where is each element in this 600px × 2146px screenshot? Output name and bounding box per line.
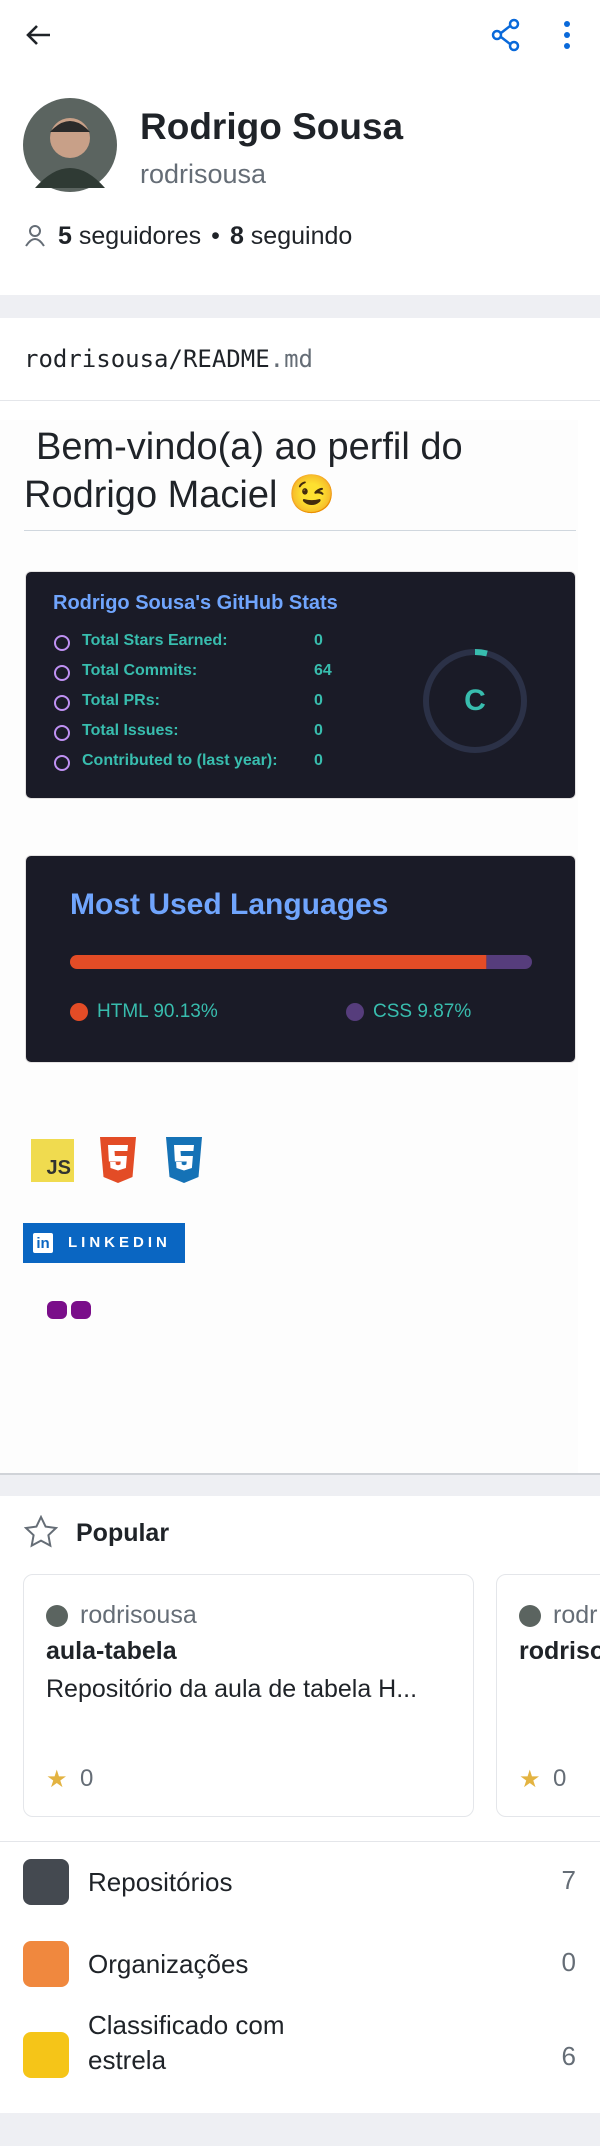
menu-label: Repositórios [88, 1867, 233, 1897]
star-icon [24, 1515, 58, 1548]
stat-value: 0 [314, 632, 323, 649]
grade: C [464, 684, 486, 717]
stat-label: Total Issues: [82, 722, 179, 739]
stat-label: Total Stars Earned: [82, 632, 228, 649]
star: ★ [519, 1766, 541, 1793]
stat-icon [54, 635, 70, 651]
menu-icon [23, 1941, 69, 1987]
readme-heading: Bem-vindo(a) ao perfil do Rodrigo Maciel… [24, 426, 463, 516]
linkedin-badge[interactable]: in LINKEDIN [23, 1223, 185, 1263]
following-label: seguindo [250, 222, 353, 250]
language-name: CSS [373, 1001, 413, 1022]
heading-rule [24, 530, 576, 531]
star: ★ [46, 1766, 68, 1793]
js-text: JS [46, 1157, 71, 1179]
icon-shape [54, 665, 70, 681]
owner-avatar [46, 1605, 68, 1627]
repo-name: aula-tabela [46, 1637, 177, 1665]
stat-label: Total Commits: [82, 662, 198, 679]
readme-path: rodrisousa/README.md [24, 345, 313, 373]
legend-dot [70, 1003, 88, 1021]
stat-icon [54, 755, 70, 771]
grade-ring [423, 649, 527, 753]
stat-value: 0 [314, 752, 323, 769]
separator [0, 295, 600, 318]
language-segment [486, 955, 532, 969]
repo-card[interactable]: rodrisousa aula-tabela Repositório da aula… [23, 1574, 474, 1817]
language-percent: 9.87% [417, 1001, 472, 1022]
legend-text: CSS 9.87% [373, 1001, 471, 1023]
icon-shape [54, 725, 70, 741]
menu-label: Classificado com estrela [88, 2010, 285, 2075]
menu-row[interactable]: Organizações 0 [0, 1923, 600, 2005]
owner-avatar [519, 1605, 541, 1627]
flickr-badge[interactable] [47, 1299, 93, 1321]
stat-label: Total PRs: [82, 692, 160, 709]
menu-count: 6 [561, 2041, 576, 2071]
stat-label: Contributed to (last year): [82, 752, 278, 769]
legend-dot [346, 1003, 364, 1021]
menu-count: 0 [561, 1947, 576, 1977]
stat-value: 0 [314, 722, 323, 739]
repo-card[interactable]: rodr rodriso ★ 0 [496, 1574, 600, 1817]
languages-title: Most Used Languages [70, 888, 389, 921]
stat-icon [54, 695, 70, 711]
linkedin-text: LINKEDIN [68, 1234, 171, 1251]
person-icon [25, 225, 45, 247]
profile-name: Rodrigo Sousa [140, 106, 404, 147]
more-button[interactable] [560, 20, 574, 50]
language-segment [70, 955, 487, 969]
stat-icon [54, 725, 70, 741]
icon-shape [54, 635, 70, 651]
repo-stars: 0 [80, 1765, 94, 1792]
popular-title: Popular [76, 1519, 170, 1547]
username: rodrisousa [140, 159, 267, 189]
menu-count: 7 [561, 1865, 576, 1895]
separator [0, 2113, 600, 2146]
readme-ext: .md [269, 345, 314, 373]
language-bar [70, 955, 532, 969]
js-badge: JS [31, 1139, 74, 1182]
menu-row[interactable]: Repositórios 7 [0, 1841, 600, 1923]
menu-label: Organizações [88, 1949, 249, 1979]
menu-icon [23, 1859, 69, 1905]
divider [0, 400, 600, 401]
menu-row[interactable]: Classificado com estrela 6 [0, 2006, 600, 2098]
followers-count: 5 [58, 222, 72, 250]
repo-stars: 0 [553, 1765, 567, 1792]
stat-icon [54, 665, 70, 681]
menu-icon [23, 2032, 69, 2078]
back-button[interactable] [24, 20, 54, 50]
share-button[interactable] [490, 18, 522, 52]
legend-text: HTML 90.13% [97, 1001, 218, 1023]
stat-value: 64 [314, 662, 332, 679]
readme-owner: rodrisousa/ [24, 345, 183, 373]
stats-card [25, 571, 576, 799]
followers-label: seguidores [78, 222, 202, 250]
stats-title: Rodrigo Sousa's GitHub Stats [53, 592, 338, 614]
separator [0, 1473, 600, 1496]
stat-value: 0 [314, 692, 323, 709]
following-count: 8 [229, 222, 244, 250]
repo-description: Repositório da aula de tabela H... [46, 1675, 418, 1703]
readme-file: README [182, 345, 270, 373]
repo-name: rodriso [519, 1637, 600, 1665]
divider [0, 1841, 600, 1842]
icon-shape [54, 695, 70, 711]
css3-badge [166, 1137, 202, 1183]
html5-badge [100, 1137, 136, 1183]
follow-info[interactable]: 5 seguidores • 8 seguindo [58, 222, 353, 250]
language-name: HTML [97, 1001, 149, 1022]
language-percent: 90.13% [153, 1001, 218, 1022]
repo-owner: rodr [553, 1601, 598, 1629]
repo-owner: rodrisousa [80, 1601, 197, 1629]
icon-shape [54, 755, 70, 771]
avatar [23, 98, 117, 192]
